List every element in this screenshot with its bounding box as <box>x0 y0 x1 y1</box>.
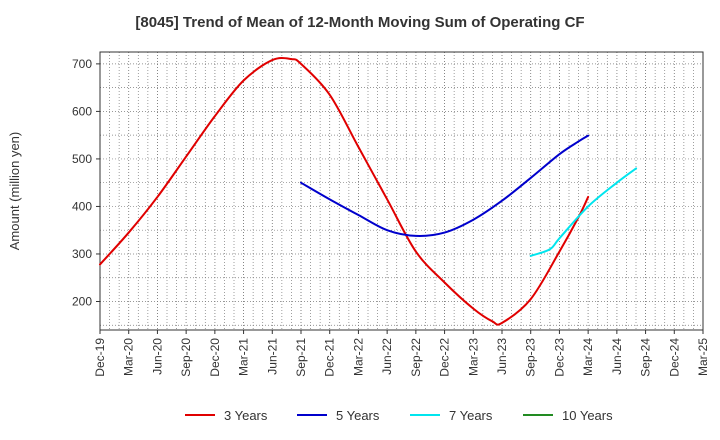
x-tick-label: Sep-23 <box>524 338 538 377</box>
y-tick-label: 500 <box>72 152 92 166</box>
x-tick-label: Sep-22 <box>409 338 423 377</box>
legend-label-7-years: 7 Years <box>449 408 493 423</box>
x-tick-label: Jun-21 <box>265 338 279 375</box>
x-tick-label: Sep-21 <box>294 338 308 377</box>
x-tick-label: Dec-19 <box>93 338 107 377</box>
x-tick-label: Mar-24 <box>581 338 595 376</box>
legend-label-3-years: 3 Years <box>224 408 268 423</box>
x-tick-label: Dec-23 <box>552 338 566 377</box>
y-tick-label: 700 <box>72 57 92 71</box>
legend-label-10-years: 10 Years <box>562 408 613 423</box>
x-tick-label: Mar-23 <box>466 338 480 376</box>
y-tick-label: 300 <box>72 247 92 261</box>
y-axis-title: Amount (million yen) <box>7 132 22 251</box>
plot-frame <box>99 51 704 331</box>
x-tick-label: Dec-22 <box>438 338 452 377</box>
y-tick-label: 600 <box>72 104 92 118</box>
x-tick-label: Mar-25 <box>696 338 710 376</box>
x-tick-label: Dec-21 <box>323 338 337 377</box>
x-tick-label: Mar-22 <box>351 338 365 376</box>
legend-label-5-years: 5 Years <box>336 408 380 423</box>
chart-title: [8045] Trend of Mean of 12-Month Moving … <box>135 14 585 31</box>
x-tick-label: Dec-24 <box>667 338 681 377</box>
x-tick-label: Sep-24 <box>639 338 653 377</box>
x-tick-label: Mar-20 <box>122 338 136 376</box>
x-tick-label: Mar-21 <box>237 338 251 376</box>
x-tick-label: Sep-20 <box>179 338 193 377</box>
x-tick-label: Dec-20 <box>208 338 222 377</box>
y-tick-label: 400 <box>72 199 92 213</box>
x-tick-label: Jun-22 <box>380 338 394 375</box>
y-tick-label: 200 <box>72 294 92 308</box>
x-tick-label: Jun-23 <box>495 338 509 375</box>
x-tick-label: Jun-20 <box>150 338 164 375</box>
series-line-5-years <box>300 134 590 237</box>
series-line-3-years <box>99 57 590 326</box>
series-line-7-years <box>529 167 638 257</box>
x-tick-label: Jun-24 <box>610 338 624 375</box>
